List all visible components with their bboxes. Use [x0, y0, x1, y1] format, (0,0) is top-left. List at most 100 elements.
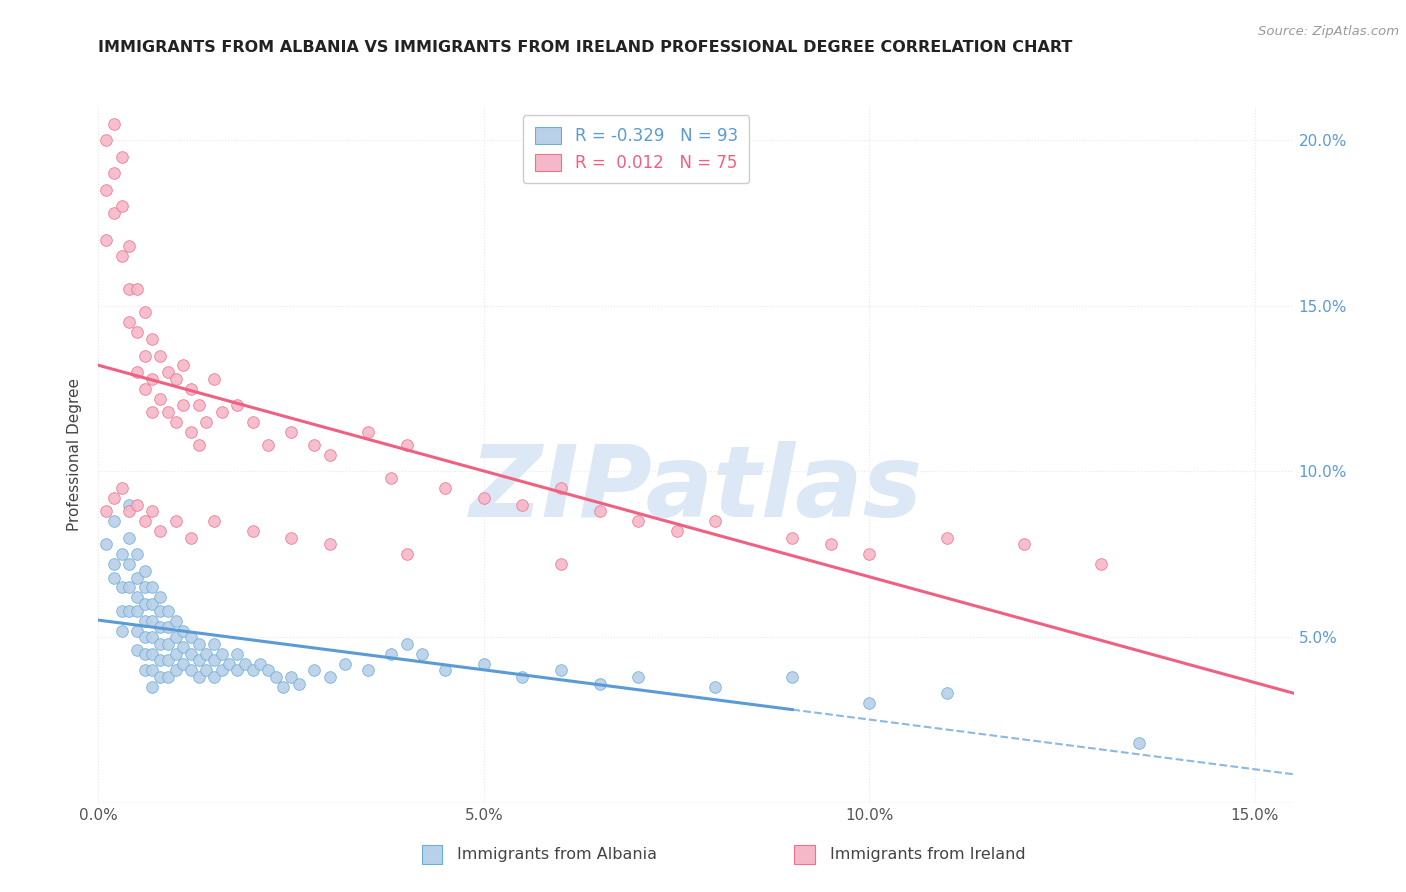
Point: [202, 372, 225, 386]
Point: [125, 547, 148, 561]
Point: [165, 372, 187, 386]
Point: [103, 206, 125, 220]
Point: [125, 624, 148, 638]
Point: [704, 514, 727, 528]
Point: [141, 630, 163, 644]
Point: [180, 630, 202, 644]
Point: [202, 670, 225, 684]
Point: [180, 663, 202, 677]
Point: [125, 498, 148, 512]
Point: [165, 614, 187, 628]
Point: [134, 382, 156, 396]
Point: [187, 670, 209, 684]
Point: [125, 591, 148, 605]
Point: [472, 657, 495, 671]
Point: [149, 349, 172, 363]
Point: [110, 481, 132, 495]
Point: [149, 392, 172, 406]
Point: [156, 670, 179, 684]
Point: [141, 504, 163, 518]
Point: [242, 663, 264, 677]
Point: [110, 547, 132, 561]
Point: [134, 349, 156, 363]
Point: [134, 630, 156, 644]
Point: [149, 591, 172, 605]
Text: IMMIGRANTS FROM ALBANIA VS IMMIGRANTS FROM IRELAND PROFESSIONAL DEGREE CORRELATI: IMMIGRANTS FROM ALBANIA VS IMMIGRANTS FR…: [98, 40, 1073, 55]
Point: [280, 531, 302, 545]
Point: [233, 657, 256, 671]
Point: [156, 637, 179, 651]
Point: [187, 637, 209, 651]
Point: [110, 604, 132, 618]
Point: [333, 657, 356, 671]
Point: [249, 657, 271, 671]
Point: [858, 547, 880, 561]
Text: Immigrants from Ireland: Immigrants from Ireland: [830, 847, 1025, 862]
Point: [149, 637, 172, 651]
Point: [665, 524, 688, 538]
Point: [94, 133, 117, 147]
Point: [134, 663, 156, 677]
Point: [935, 686, 957, 700]
Point: [156, 365, 179, 379]
Point: [195, 647, 218, 661]
Point: [588, 676, 610, 690]
Point: [134, 305, 156, 319]
Point: [141, 372, 163, 386]
Point: [395, 547, 418, 561]
Point: [935, 531, 957, 545]
Point: [411, 647, 433, 661]
Point: [218, 657, 240, 671]
Point: [550, 481, 572, 495]
Point: [242, 415, 264, 429]
Point: [103, 570, 125, 584]
Point: [627, 670, 650, 684]
Point: [395, 637, 418, 651]
Point: [202, 653, 225, 667]
Point: [141, 332, 163, 346]
Y-axis label: Professional Degree: Professional Degree: [67, 378, 83, 532]
Point: [94, 537, 117, 551]
Point: [195, 415, 218, 429]
Point: [141, 581, 163, 595]
Point: [202, 514, 225, 528]
Point: [172, 359, 194, 373]
Point: [211, 663, 233, 677]
Point: [118, 315, 141, 329]
Point: [118, 282, 141, 296]
Point: [149, 604, 172, 618]
Point: [103, 558, 125, 572]
Point: [118, 558, 141, 572]
Point: [380, 647, 402, 661]
Point: [172, 640, 194, 654]
Point: [141, 597, 163, 611]
Point: [472, 491, 495, 505]
Point: [820, 537, 842, 551]
Point: [280, 670, 302, 684]
Point: [141, 614, 163, 628]
Point: [141, 663, 163, 677]
Point: [156, 604, 179, 618]
Point: [118, 531, 141, 545]
Point: [125, 570, 148, 584]
Point: [288, 676, 311, 690]
Point: [103, 514, 125, 528]
Point: [165, 415, 187, 429]
Point: [187, 438, 209, 452]
Point: [434, 663, 457, 677]
Point: [434, 481, 457, 495]
Point: [141, 680, 163, 694]
Point: [202, 637, 225, 651]
Point: [1012, 537, 1035, 551]
Point: [187, 653, 209, 667]
Point: [172, 657, 194, 671]
Point: [149, 620, 172, 634]
Point: [264, 670, 287, 684]
Point: [141, 405, 163, 419]
Point: [226, 398, 249, 412]
Point: [149, 653, 172, 667]
Point: [273, 680, 295, 694]
Point: [627, 514, 650, 528]
Point: [211, 647, 233, 661]
Point: [550, 663, 572, 677]
